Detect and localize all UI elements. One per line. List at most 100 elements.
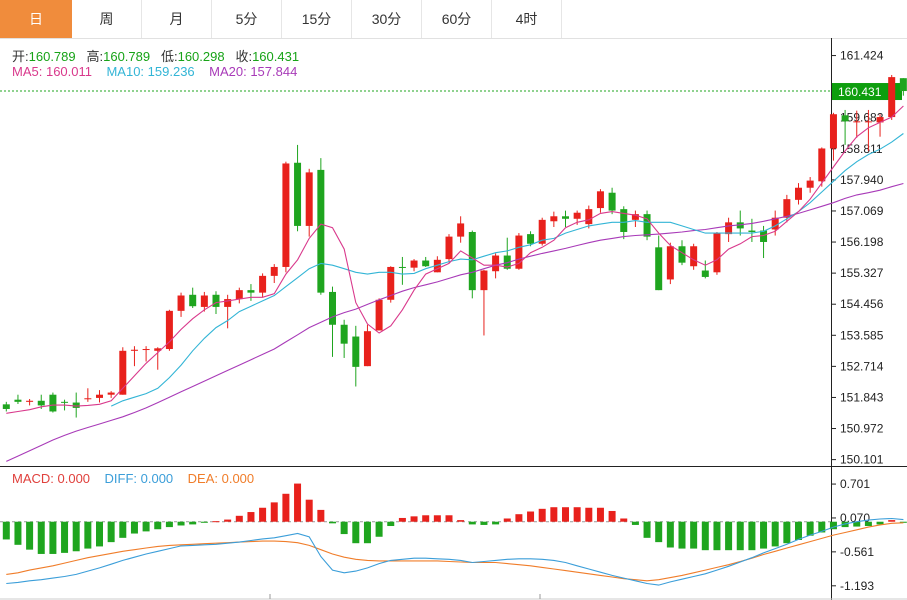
candle-body	[49, 394, 57, 412]
macd-histogram-bar	[771, 521, 779, 547]
ma20-value: 157.844	[250, 64, 298, 79]
candle-body	[352, 336, 360, 367]
candle-body	[224, 299, 232, 307]
candle-body	[72, 402, 80, 408]
candle-body	[678, 246, 686, 263]
macd-histogram-bar	[725, 521, 733, 551]
ma10-line	[110, 133, 904, 407]
price-tick-label: 161.424	[840, 49, 884, 63]
candle-body	[270, 266, 278, 276]
tab-month[interactable]: 月	[142, 0, 212, 38]
candle-body	[480, 270, 488, 291]
candle-body	[492, 255, 500, 272]
macd-histogram-bar	[829, 521, 837, 530]
dea-label: DEA:	[187, 471, 222, 486]
macd-histogram-bar	[515, 514, 523, 522]
macd-histogram-bar	[864, 521, 872, 527]
tab-30min[interactable]: 30分	[352, 0, 422, 38]
candle-body	[503, 255, 511, 269]
candle-body	[165, 310, 173, 350]
macd-value: 0.000	[57, 471, 91, 486]
candle-body	[760, 230, 768, 242]
candle-body	[294, 162, 302, 226]
tab-week[interactable]: 周	[72, 0, 142, 38]
macd-histogram-bar	[643, 521, 651, 538]
macd-histogram-bar	[445, 515, 453, 522]
macd-histogram-bar	[480, 521, 488, 525]
macd-histogram-bar	[457, 520, 465, 522]
candle-body	[468, 231, 476, 291]
macd-histogram-bar	[165, 521, 173, 528]
tab-15min[interactable]: 15分	[282, 0, 352, 38]
macd-histogram-bar	[259, 507, 267, 522]
candle-body	[864, 121, 872, 123]
candle-body	[177, 295, 185, 311]
candle-body	[422, 260, 430, 267]
macd-histogram-bar	[468, 521, 476, 525]
candle-body	[375, 299, 383, 331]
macd-histogram-bar	[200, 521, 208, 523]
candle-body	[37, 400, 45, 406]
diff-value: 0.000	[140, 471, 174, 486]
candle-body	[631, 214, 639, 220]
macd-tick-label: -1.193	[840, 579, 874, 593]
candle-body	[620, 209, 628, 232]
macd-histogram-bar	[492, 521, 500, 525]
close-value: 160.431	[252, 49, 300, 64]
candle-body	[527, 234, 535, 244]
tab-60min[interactable]: 60分	[422, 0, 492, 38]
macd-histogram-bar	[61, 521, 69, 553]
macd-histogram-bar	[876, 521, 884, 525]
macd-histogram-bar	[701, 521, 709, 551]
candle-body	[876, 117, 884, 123]
tab-4hour[interactable]: 4时	[492, 0, 562, 38]
ma10-label: MA10:	[106, 64, 148, 79]
macd-histogram-bar	[655, 521, 663, 543]
macd-histogram-bar	[713, 521, 721, 551]
macd-histogram-bar	[72, 521, 80, 552]
ma-legend: MA5: 160.011 MA10: 159.236 MA20: 157.844	[12, 64, 297, 79]
candle-body	[189, 294, 197, 307]
timeframe-tab-bar: 日 周 月 5分 15分 30分 60分 4时	[0, 0, 907, 39]
macd-histogram-bar	[119, 521, 127, 538]
price-tick-label: 157.940	[840, 173, 884, 187]
macd-histogram-bar	[818, 521, 826, 533]
high-label: 高:	[86, 49, 104, 64]
macd-histogram-bar	[387, 521, 395, 527]
price-tick-label: 150.101	[840, 453, 884, 467]
macd-histogram-bar	[410, 516, 418, 522]
macd-histogram-bar	[631, 521, 639, 525]
macd-histogram-bar	[26, 521, 34, 550]
ma10-value: 159.236	[147, 64, 195, 79]
macd-histogram-bar	[329, 521, 336, 524]
ma5-label: MA5:	[12, 64, 46, 79]
macd-histogram-bar	[305, 499, 313, 522]
candle-body	[107, 392, 115, 395]
low-value: 160.298	[177, 49, 225, 64]
candle-body	[212, 294, 220, 307]
candle-body	[806, 180, 814, 188]
macd-histogram-bar	[270, 502, 278, 522]
candle-body	[515, 235, 523, 269]
tab-5min[interactable]: 5分	[212, 0, 282, 38]
candle-body	[666, 246, 674, 280]
close-label: 收:	[235, 49, 253, 64]
macd-tick-label: 0.070	[840, 511, 870, 525]
candle-body	[888, 77, 896, 118]
macd-histogram-bar	[14, 521, 22, 545]
price-tick-label: 157.069	[840, 204, 884, 218]
candle-body	[736, 222, 744, 229]
macd-histogram-bar	[748, 521, 756, 551]
macd-histogram-bar	[527, 511, 535, 522]
candle-body	[340, 324, 348, 344]
candle-body	[853, 121, 861, 123]
macd-histogram-bar	[503, 518, 511, 522]
macd-tick-label: 0.701	[840, 477, 870, 491]
macd-histogram-bar	[736, 521, 744, 551]
macd-histogram-bar	[806, 521, 814, 536]
macd-histogram-bar	[888, 520, 896, 522]
macd-histogram-bar	[224, 519, 232, 522]
tab-day[interactable]: 日	[0, 0, 72, 38]
price-tick-label: 155.327	[840, 266, 884, 280]
